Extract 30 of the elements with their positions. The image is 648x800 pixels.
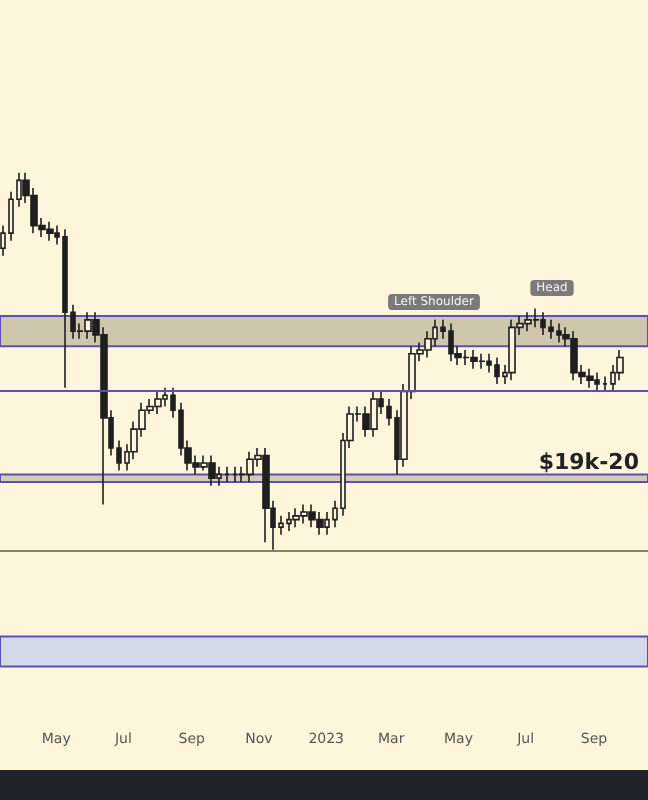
candlestick: [462, 349, 470, 366]
candlestick: [262, 447, 270, 544]
candlestick: [316, 511, 324, 536]
candlestick: [154, 390, 162, 415]
candlestick: [594, 371, 600, 393]
candlestick: [548, 319, 554, 340]
candlestick: [370, 390, 378, 438]
candlestick: [508, 319, 516, 381]
candlestick: [292, 507, 300, 528]
candlestick: [478, 352, 486, 370]
candlestick: [308, 503, 316, 528]
candlestick: [540, 311, 546, 336]
candlestick: [286, 511, 292, 532]
candlestick: [524, 311, 532, 332]
candlestick: [208, 454, 216, 487]
candlestick: [586, 368, 594, 389]
candlestick: [246, 450, 254, 483]
candlestick: [494, 356, 500, 385]
candlestick: [232, 466, 238, 483]
candlestick: [570, 330, 578, 381]
candlestick: [62, 228, 68, 389]
candlestick: [532, 307, 540, 329]
band-label: $19k-20: [538, 449, 640, 476]
candlestick: [470, 349, 478, 370]
candlestick: [46, 221, 54, 242]
candlestick: [300, 503, 308, 525]
candlestick: [448, 322, 454, 363]
candlestick: [556, 322, 562, 344]
candlestick: [224, 466, 230, 483]
candlestick: [84, 311, 92, 340]
